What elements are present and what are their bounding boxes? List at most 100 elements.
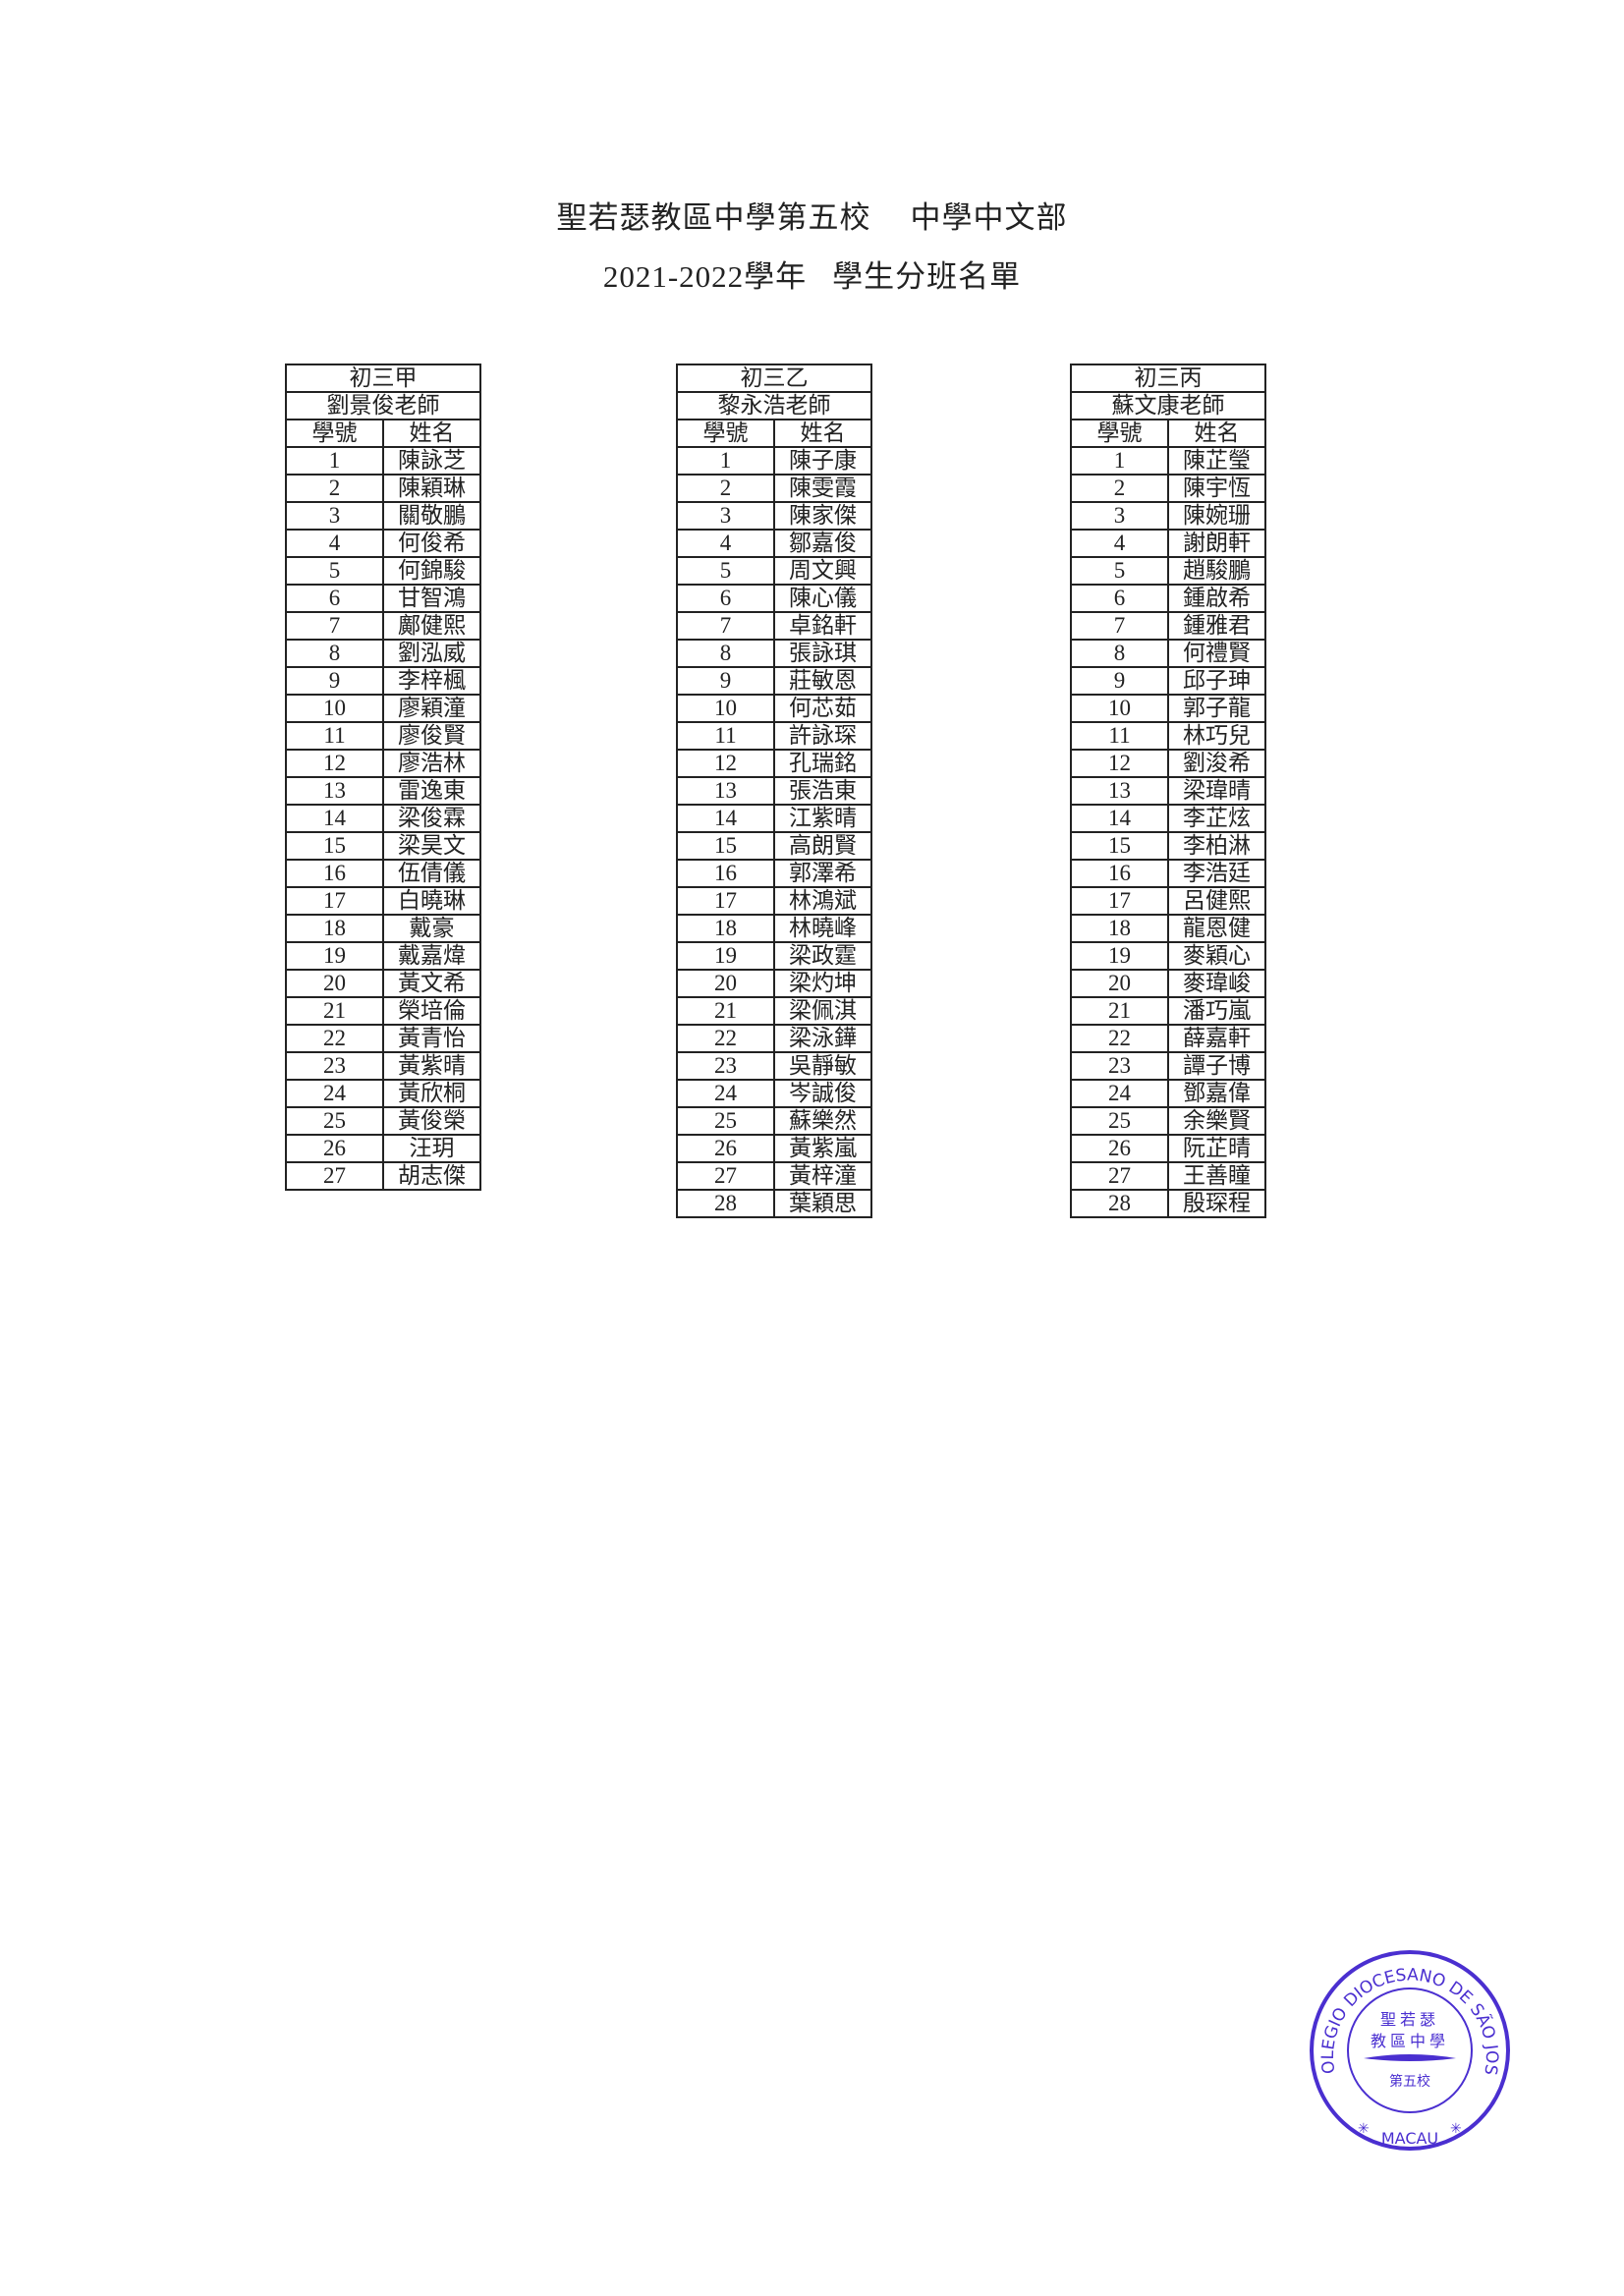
student-number: 12 <box>676 749 775 778</box>
student-name: 黃俊榮 <box>382 1106 481 1136</box>
student-row: 7 鍾雅君 <box>1070 611 1266 641</box>
student-row: 6 鍾啟希 <box>1070 584 1266 613</box>
student-row: 21 榮培倫 <box>285 996 481 1026</box>
division-name: 中學中文部 <box>910 200 1068 235</box>
student-name: 陳詠芝 <box>382 446 481 476</box>
student-row: 2 陳宇恆 <box>1070 474 1266 503</box>
student-number: 8 <box>676 639 775 668</box>
student-row: 1 陳芷瑩 <box>1070 446 1266 476</box>
student-name: 余樂賢 <box>1167 1106 1266 1136</box>
student-row: 9 邱子珅 <box>1070 666 1266 696</box>
student-name: 吳靜敏 <box>773 1051 872 1081</box>
student-number: 2 <box>676 474 775 503</box>
student-name: 郭澤希 <box>773 859 872 888</box>
student-name: 黃欣桐 <box>382 1079 481 1108</box>
column-header-row: 學號 姓名 <box>676 419 872 448</box>
student-row: 22 黃青怡 <box>285 1024 481 1053</box>
student-number: 19 <box>285 941 384 971</box>
student-name: 李柏淋 <box>1167 831 1266 861</box>
student-row: 24 岑誠俊 <box>676 1079 872 1108</box>
student-number: 26 <box>676 1134 775 1163</box>
student-number: 3 <box>676 501 775 531</box>
student-number: 17 <box>1070 886 1169 916</box>
student-name: 潘巧嵐 <box>1167 996 1266 1026</box>
student-number: 27 <box>1070 1161 1169 1191</box>
student-number: 6 <box>1070 584 1169 613</box>
student-number: 21 <box>676 996 775 1026</box>
student-number: 25 <box>285 1106 384 1136</box>
student-row: 22 薛嘉軒 <box>1070 1024 1266 1053</box>
student-row: 5 何錦駿 <box>285 556 481 586</box>
student-number: 22 <box>285 1024 384 1053</box>
student-number: 1 <box>676 446 775 476</box>
student-row: 7 卓銘軒 <box>676 611 872 641</box>
student-row: 28 葉穎思 <box>676 1189 872 1218</box>
student-name: 江紫晴 <box>773 804 872 833</box>
student-name: 黃紫晴 <box>382 1051 481 1081</box>
student-name: 周文興 <box>773 556 872 586</box>
class-name-row: 初三丙 <box>1070 364 1266 393</box>
student-name: 阮芷晴 <box>1167 1134 1266 1163</box>
student-row: 27 黃梓潼 <box>676 1161 872 1191</box>
student-name: 梁泳鏵 <box>773 1024 872 1053</box>
student-name: 岑誠俊 <box>773 1079 872 1108</box>
student-number: 21 <box>285 996 384 1026</box>
student-name: 何芯茹 <box>773 694 872 723</box>
student-name: 黃青怡 <box>382 1024 481 1053</box>
teacher-row: 黎永浩老師 <box>676 391 872 420</box>
student-row: 16 伍倩儀 <box>285 859 481 888</box>
student-row: 16 李浩廷 <box>1070 859 1266 888</box>
student-number: 1 <box>1070 446 1169 476</box>
teacher-row: 蘇文康老師 <box>1070 391 1266 420</box>
student-number: 20 <box>285 969 384 998</box>
student-name: 鍾雅君 <box>1167 611 1266 641</box>
student-row: 22 梁泳鏵 <box>676 1024 872 1053</box>
student-row: 2 陳雯霞 <box>676 474 872 503</box>
student-number: 15 <box>676 831 775 861</box>
student-name: 殷琛程 <box>1167 1189 1266 1218</box>
student-name: 許詠琛 <box>773 721 872 751</box>
student-row: 26 阮芷晴 <box>1070 1134 1266 1163</box>
student-name: 孔瑞銘 <box>773 749 872 778</box>
student-name: 譚子博 <box>1167 1051 1266 1081</box>
student-name: 李梓楓 <box>382 666 481 696</box>
student-name: 陳芷瑩 <box>1167 446 1266 476</box>
class-name: 初三丙 <box>1070 364 1266 393</box>
student-row: 16 郭澤希 <box>676 859 872 888</box>
school-seal-stamp: COLEGIO DIOCESANO DE SÃO JOSÉ MACAU ✳ ✳ … <box>1307 1950 1510 2151</box>
stamp-inner-line3: 第五校 <box>1389 2073 1430 2090</box>
student-row: 27 王善瞳 <box>1070 1161 1266 1191</box>
student-row: 18 龍恩健 <box>1070 914 1266 943</box>
student-row: 7 鄺健熙 <box>285 611 481 641</box>
student-row: 19 戴嘉煒 <box>285 941 481 971</box>
student-name: 呂健熙 <box>1167 886 1266 916</box>
student-row: 15 李柏淋 <box>1070 831 1266 861</box>
document-title: 學生分班名單 <box>832 259 1022 294</box>
student-number: 11 <box>1070 721 1169 751</box>
student-number: 10 <box>676 694 775 723</box>
student-row: 14 江紫晴 <box>676 804 872 833</box>
student-number: 9 <box>676 666 775 696</box>
student-number: 25 <box>676 1106 775 1136</box>
student-name: 鄧嘉偉 <box>1167 1079 1266 1108</box>
academic-year: 2021-2022學年 <box>602 259 808 294</box>
student-name: 林曉峰 <box>773 914 872 943</box>
student-name: 鍾啟希 <box>1167 584 1266 613</box>
student-number: 19 <box>676 941 775 971</box>
student-number: 16 <box>285 859 384 888</box>
student-name: 趙駿鵬 <box>1167 556 1266 586</box>
school-name: 聖若瑟教區中學第五校 <box>556 200 871 235</box>
stamp-star-icon: ✳ <box>1358 2122 1370 2137</box>
student-row: 18 林曉峰 <box>676 914 872 943</box>
student-number: 4 <box>285 529 384 558</box>
student-name: 麥穎心 <box>1167 941 1266 971</box>
student-name: 謝朗軒 <box>1167 529 1266 558</box>
student-row: 1 陳子康 <box>676 446 872 476</box>
student-number: 19 <box>1070 941 1169 971</box>
student-row: 14 李芷炫 <box>1070 804 1266 833</box>
student-number: 18 <box>285 914 384 943</box>
student-name: 胡志傑 <box>382 1161 481 1191</box>
student-row: 15 高朗賢 <box>676 831 872 861</box>
student-number: 16 <box>676 859 775 888</box>
student-name: 梁俊霖 <box>382 804 481 833</box>
